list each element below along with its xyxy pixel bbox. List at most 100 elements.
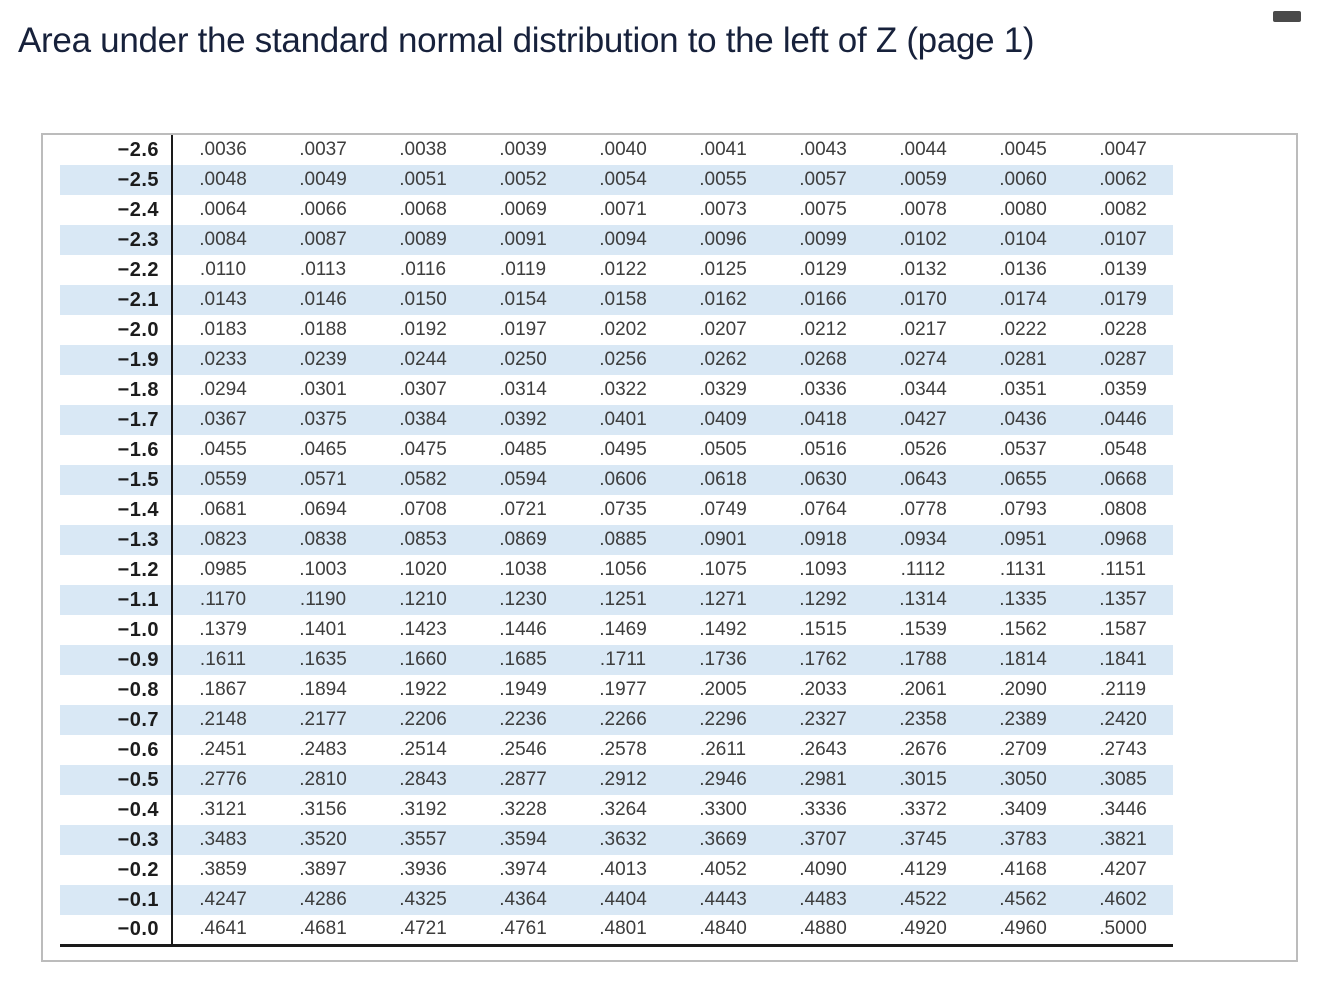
z-label: −0.3 — [60, 825, 173, 855]
probability-cell: .0375 — [299, 409, 347, 430]
z-label: −1.7 — [60, 405, 173, 435]
probability-cell: .0606 — [599, 469, 647, 490]
table-row: −0.7 .2148 .2177 .2206 .2236 .2266 .2296 .2327.… — [60, 705, 1173, 735]
table-row: −2.1 .0143 .0146 .0150 .0154 .0158 .0162 .0166.… — [60, 285, 1173, 315]
page-title: Area under the standard normal distribut… — [18, 21, 1035, 60]
z-label: −2.5 — [60, 165, 173, 195]
table-row: −1.1 .1170 .1190 .1210 .1230 .1251 .1271 .1292.… — [60, 585, 1173, 615]
probability-cell: .3897 — [299, 859, 347, 880]
probability-cell: .0322 — [599, 379, 647, 400]
probability-cell: .0202 — [599, 319, 647, 340]
probability-cell: .0051 — [399, 169, 447, 190]
probability-cell: .0262 — [699, 349, 747, 370]
probability-cell: .2061 — [899, 679, 947, 700]
probability-cell: .4880 — [773, 915, 873, 947]
probability-cell: .1841 — [1099, 649, 1147, 670]
probability-cell: .0110 — [199, 259, 247, 280]
probability-cell: .0329 — [699, 379, 747, 400]
probability-cell: .4129 — [899, 859, 947, 880]
probability-cell: .1562 — [999, 619, 1047, 640]
probability-cell: .0968 — [1099, 529, 1147, 550]
probability-cell: .1711 — [599, 649, 647, 670]
probability-cell: .3085 — [1099, 769, 1147, 790]
probability-cell: .2578 — [599, 739, 647, 760]
probability-cell: .2177 — [299, 709, 347, 730]
probability-cell: .2033 — [799, 679, 847, 700]
table-row: −0.0.4641.4681.4721.4761.4801.4840.4880.… — [60, 915, 1173, 947]
z-label: −2.4 — [60, 195, 173, 225]
z-label: −0.6 — [60, 735, 173, 765]
probability-cell: .0057 — [799, 169, 847, 190]
probability-cell: .0250 — [499, 349, 547, 370]
probability-cell: .4721 — [373, 915, 473, 947]
z-label: −1.4 — [60, 495, 173, 525]
probability-cell: .3121 — [199, 799, 247, 820]
probability-cell: .2327 — [799, 709, 847, 730]
probability-cell: .0188 — [299, 319, 347, 340]
probability-cell: .0087 — [299, 229, 347, 250]
probability-cell: .0749 — [699, 499, 747, 520]
probability-cell: .0125 — [699, 259, 747, 280]
probability-cell: .4090 — [799, 859, 847, 880]
table-row: −1.4 .0681 .0694 .0708 .0721 .0735 .0749 .0764.… — [60, 495, 1173, 525]
probability-cell: .2005 — [699, 679, 747, 700]
probability-cell: .1469 — [599, 619, 647, 640]
probability-cell: .4325 — [399, 889, 447, 910]
probability-cell: .1949 — [499, 679, 547, 700]
probability-cell: .1611 — [199, 649, 247, 670]
probability-cell: .0537 — [999, 439, 1047, 460]
probability-cell: .1251 — [599, 589, 647, 610]
probability-cell: .2266 — [599, 709, 647, 730]
probability-cell: .0418 — [799, 409, 847, 430]
probability-cell: .1271 — [699, 589, 747, 610]
probability-cell: .3300 — [699, 799, 747, 820]
probability-cell: .0197 — [499, 319, 547, 340]
probability-cell: .1814 — [999, 649, 1047, 670]
probability-cell: .0179 — [1099, 289, 1147, 310]
probability-cell: .0392 — [499, 409, 547, 430]
table-row: −1.8 .0294 .0301 .0307 .0314 .0322 .0329 .0336.… — [60, 375, 1173, 405]
probability-cell: .4286 — [299, 889, 347, 910]
probability-cell: .0808 — [1099, 499, 1147, 520]
probability-cell: .0244 — [399, 349, 447, 370]
probability-cell: .1894 — [299, 679, 347, 700]
z-label: −1.6 — [60, 435, 173, 465]
probability-cell: .3050 — [999, 769, 1047, 790]
probability-cell: .3156 — [299, 799, 347, 820]
probability-cell: .0075 — [799, 199, 847, 220]
probability-cell: .2843 — [399, 769, 447, 790]
probability-cell: .0384 — [399, 409, 447, 430]
probability-cell: .0129 — [799, 259, 847, 280]
probability-cell: .0038 — [399, 139, 447, 160]
probability-cell: .2709 — [999, 739, 1047, 760]
probability-cell: .0136 — [999, 259, 1047, 280]
probability-cell: .0287 — [1099, 349, 1147, 370]
probability-cell: .0084 — [199, 229, 247, 250]
probability-cell: .0475 — [399, 439, 447, 460]
probability-cell: .2483 — [299, 739, 347, 760]
probability-cell: .2743 — [1099, 739, 1147, 760]
probability-cell: .0068 — [399, 199, 447, 220]
probability-cell: .1922 — [399, 679, 447, 700]
probability-cell: .1335 — [999, 589, 1047, 610]
probability-cell: .4364 — [499, 889, 547, 910]
probability-cell: .3192 — [399, 799, 447, 820]
probability-cell: .0336 — [799, 379, 847, 400]
probability-cell: .2119 — [1099, 679, 1147, 700]
probability-cell: .0094 — [599, 229, 647, 250]
table-row: −1.7 .0367 .0375 .0384 .0392 .0401 .0409 .0418.… — [60, 405, 1173, 435]
probability-cell: .0132 — [899, 259, 947, 280]
probability-cell: .0078 — [899, 199, 947, 220]
probability-cell: .3409 — [999, 799, 1047, 820]
z-label: −0.1 — [60, 885, 173, 915]
probability-cell: .2877 — [499, 769, 547, 790]
probability-cell: .4483 — [799, 889, 847, 910]
z-label: −0.5 — [60, 765, 173, 795]
probability-cell: .0107 — [1099, 229, 1147, 250]
probability-cell: .0233 — [199, 349, 247, 370]
table-row: −2.4 .0064 .0066 .0068 .0069 .0071 .0073 .0075.… — [60, 195, 1173, 225]
probability-cell: .1357 — [1099, 589, 1147, 610]
probability-cell: .3594 — [499, 829, 547, 850]
probability-cell: .0344 — [899, 379, 947, 400]
probability-cell: .0455 — [199, 439, 247, 460]
